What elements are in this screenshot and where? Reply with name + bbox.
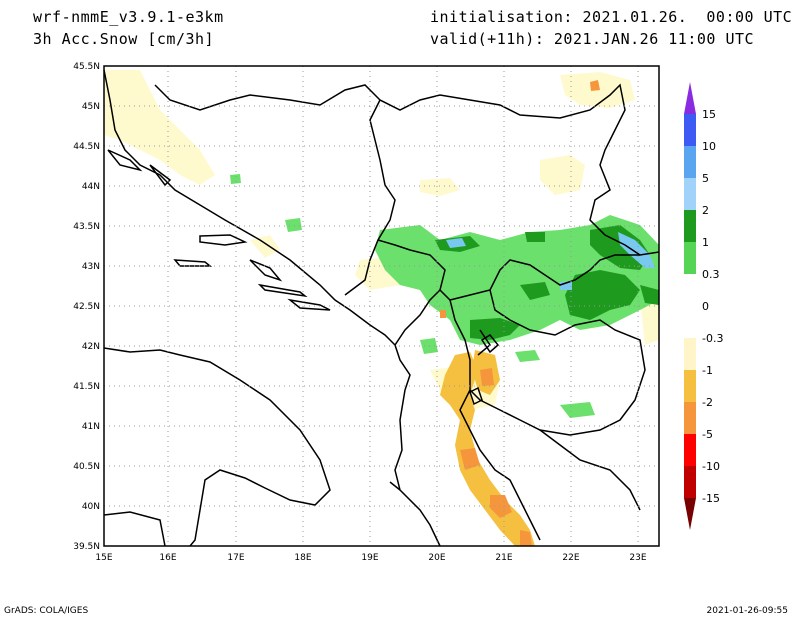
- lon-tick-label: 15E: [95, 553, 112, 563]
- model-title: wrf-nmmE_v3.9.1-e3km: [33, 8, 224, 26]
- colorbar-label: 2: [702, 204, 709, 217]
- lon-tick-label: 16E: [159, 553, 176, 563]
- lon-tick-label: 20E: [428, 553, 445, 563]
- lon-axis: 15E 16E 17E 18E 19E 20E 21E 22E 23E: [95, 553, 646, 563]
- lat-tick-label: 40.5N: [73, 462, 100, 472]
- lat-axis: 39.5N 40N 40.5N 41N 41.5N 42N 42.5N 43N …: [73, 62, 100, 552]
- colorbar-box: [684, 114, 696, 146]
- lat-tick-label: 41N: [82, 422, 100, 432]
- lon-tick-label: 22E: [562, 553, 579, 563]
- colorbar: 15 10 5 2 1 0.3 0 -0.3 -1 -2 -5 -10 -15: [684, 82, 723, 530]
- lat-tick-label: 39.5N: [73, 542, 100, 552]
- colorbar-label: 5: [702, 172, 709, 185]
- colorbar-box: [684, 242, 696, 274]
- colorbar-label: -0.3: [702, 332, 723, 345]
- lat-tick-label: 43N: [82, 262, 100, 272]
- valid-time: valid(+11h): 2021.JAN.26 11:00 UTC: [430, 30, 755, 48]
- colorbar-box: [684, 210, 696, 242]
- coastlines: [103, 69, 660, 547]
- init-time: initialisation: 2021.01.26. 00:00 UTC: [430, 8, 793, 26]
- map-frame: [103, 65, 660, 547]
- colorbar-label: 15: [702, 108, 716, 121]
- lat-tick-label: 44.5N: [73, 142, 100, 152]
- colorbar-label: -10: [702, 460, 720, 473]
- lon-tick-label: 23E: [629, 553, 646, 563]
- lon-tick-label: 18E: [294, 553, 311, 563]
- lat-tick-label: 41.5N: [73, 382, 100, 392]
- colorbar-label: -5: [702, 428, 713, 441]
- lat-tick-label: 45.5N: [73, 62, 100, 72]
- snow-orange-areas: [440, 80, 600, 546]
- colorbar-labels: 15 10 5 2 1 0.3 0 -0.3 -1 -2 -5 -10 -15: [702, 108, 723, 505]
- lat-tick-label: 44N: [82, 182, 100, 192]
- colorbar-box: [684, 178, 696, 210]
- colorbar-box: [684, 402, 696, 434]
- colorbar-bottom-arrow: [684, 498, 696, 530]
- variable-title: 3h Acc.Snow [cm/3h]: [33, 30, 215, 48]
- colorbar-box: [684, 434, 696, 466]
- lon-tick-label: 21E: [495, 553, 512, 563]
- colorbar-box: [684, 338, 696, 370]
- lat-tick-label: 43.5N: [73, 222, 100, 232]
- lat-tick-label: 45N: [82, 102, 100, 112]
- colorbar-box: [684, 274, 696, 306]
- colorbar-label: 0: [702, 300, 709, 313]
- colorbar-label: 1: [702, 236, 709, 249]
- colorbar-box: [684, 466, 696, 498]
- lat-tick-label: 40N: [82, 502, 100, 512]
- colorbar-label: -1: [702, 364, 713, 377]
- colorbar-box: [684, 370, 696, 402]
- colorbar-label: 10: [702, 140, 716, 153]
- colorbar-label: 0.3: [702, 268, 720, 281]
- colorbar-label: -2: [702, 396, 713, 409]
- lon-tick-label: 17E: [227, 553, 244, 563]
- lat-tick-label: 42.5N: [73, 302, 100, 312]
- colorbar-label: -15: [702, 492, 720, 505]
- colorbar-box: [684, 146, 696, 178]
- footer-credit: GrADS: COLA/IGES: [4, 606, 89, 616]
- colorbar-box: [684, 306, 696, 338]
- footer-timestamp: 2021-01-26-09:55: [706, 606, 789, 616]
- lat-tick-label: 42N: [82, 342, 100, 352]
- lon-tick-label: 19E: [361, 553, 378, 563]
- colorbar-top-arrow: [684, 82, 696, 114]
- gridlines: [104, 66, 659, 546]
